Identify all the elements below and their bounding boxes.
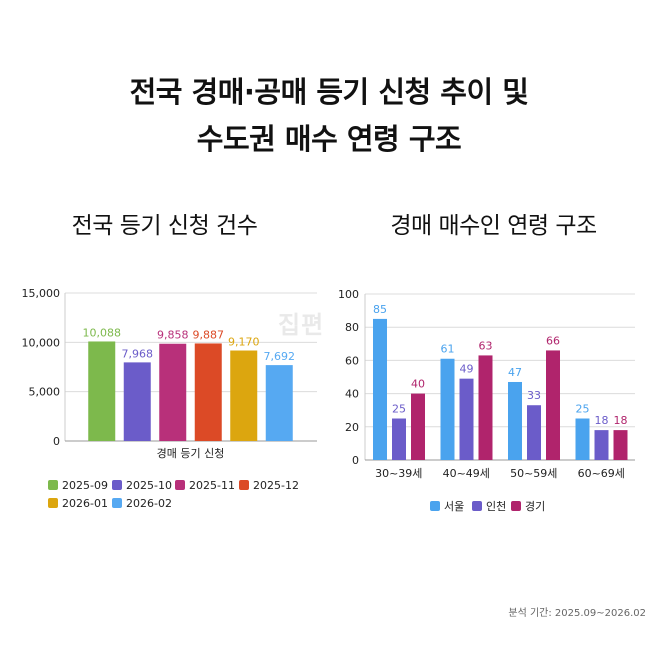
bar-2026-01: [230, 350, 258, 441]
y-tick-label: 80: [345, 321, 359, 334]
data-label: 49: [460, 363, 474, 376]
bar-인천-60~69세: [594, 430, 609, 460]
y-tick-label: 15,000: [22, 287, 61, 300]
y-tick-label: 10,000: [22, 336, 61, 349]
legend-label: 2025-11: [189, 479, 235, 492]
legend-swatch: [175, 480, 185, 490]
y-tick-label: 0: [53, 435, 60, 448]
watermark-logo: 집편: [278, 311, 325, 339]
buyer-age-chart: 0 20 40 60 80 100 85 25 40 30~39세 61 49 63 40~49세 47 33…: [338, 288, 635, 513]
legend-label: 2025-10: [126, 479, 172, 492]
main-title-line-1: 전국 경매·공매 등기 신청 추이 및: [129, 75, 529, 109]
legend-swatch: [48, 480, 58, 490]
legend-label: 2026-02: [126, 497, 172, 510]
legend-swatch: [472, 501, 482, 511]
data-label: 9,170: [228, 336, 260, 349]
bar-2025-09: [88, 341, 116, 441]
x-category-label: 50~59세: [510, 467, 557, 480]
analysis-period-footnote: 분석 기간: 2025.09~2026.02: [508, 608, 646, 619]
legend-label: 2025-09: [62, 479, 108, 492]
legend-label: 인천: [486, 499, 506, 513]
data-label: 40: [411, 378, 425, 391]
legend-swatch: [239, 480, 249, 490]
bar-2025-11: [159, 343, 187, 441]
bar-서울-60~69세: [575, 418, 590, 460]
data-label: 7,692: [264, 350, 296, 363]
data-label: 47: [508, 366, 522, 379]
legend-label: 2026-01: [62, 497, 108, 510]
data-label: 18: [614, 414, 628, 427]
x-category-label: 경매 등기 신청: [157, 447, 225, 460]
data-label: 33: [527, 389, 541, 402]
bar-경기-60~69세: [613, 430, 628, 460]
bar-2025-10: [123, 362, 151, 441]
bar-서울-50~59세: [508, 381, 522, 460]
bar-경기-30~39세: [411, 393, 425, 460]
data-label: 25: [392, 403, 406, 416]
bar-인천-30~39세: [392, 418, 406, 460]
bar-2025-12: [194, 343, 222, 441]
data-label: 61: [441, 343, 455, 356]
y-tick-label: 5,000: [29, 386, 61, 399]
data-label: 85: [373, 303, 387, 316]
legend-swatch: [430, 501, 440, 511]
main-title-line-2: 수도권 매수 연령 구조: [196, 122, 462, 156]
data-label: 7,968: [122, 347, 154, 360]
x-category-label: 30~39세: [375, 467, 422, 480]
bar-2026-02: [265, 365, 293, 441]
x-category-label: 40~49세: [443, 467, 490, 480]
data-label: 63: [479, 339, 493, 352]
bar-인천-40~49세: [459, 378, 474, 460]
right-chart-title: 경매 매수인 연령 구조: [390, 213, 597, 239]
bar-서울-30~39세: [373, 318, 387, 460]
data-label: 18: [595, 414, 609, 427]
bar-인천-50~59세: [527, 405, 541, 460]
data-label: 66: [546, 334, 560, 347]
y-tick-label: 60: [345, 354, 359, 367]
data-label: 10,088: [83, 326, 122, 339]
y-tick-label: 0: [352, 454, 359, 467]
x-category-label: 60~69세: [578, 467, 625, 480]
legend-swatch: [48, 498, 58, 508]
data-label: 9,887: [193, 328, 225, 341]
legend-swatch: [511, 501, 521, 511]
bar-경기-40~49세: [478, 355, 493, 460]
left-chart-title: 전국 등기 신청 건수: [71, 213, 258, 239]
bar-경기-50~59세: [546, 350, 560, 460]
y-tick-label: 20: [345, 421, 359, 434]
bar-서울-40~49세: [440, 358, 455, 460]
y-tick-label: 100: [338, 288, 359, 301]
legend-swatch: [112, 480, 122, 490]
legend-label: 서울: [444, 500, 464, 513]
legend-swatch: [112, 498, 122, 508]
legend-label: 경기: [525, 500, 545, 513]
legend-label: 2025-12: [253, 479, 299, 492]
data-label: 25: [576, 403, 590, 416]
y-tick-label: 40: [345, 388, 359, 401]
data-label: 9,858: [157, 329, 189, 342]
